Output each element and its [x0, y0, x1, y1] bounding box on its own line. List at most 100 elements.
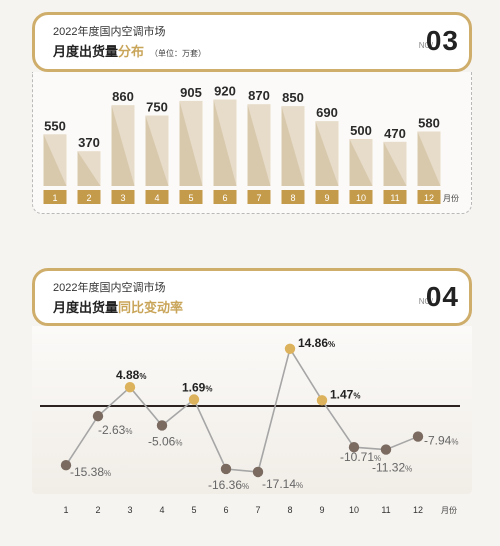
- x-tick-label: 4: [159, 505, 164, 515]
- x-tick-label: 7: [255, 505, 260, 515]
- bar-shade: [383, 141, 407, 186]
- x-tick-label: 6: [223, 505, 228, 515]
- category-tab: [281, 190, 305, 204]
- data-point: [60, 460, 72, 471]
- bar-value-label: 920: [214, 84, 236, 99]
- panel1-title: 月度出货量分布 （单位：万套）: [53, 41, 206, 60]
- data-label-value: 4.88: [116, 368, 140, 382]
- category-label: 5: [188, 193, 193, 203]
- category-tab: [383, 190, 407, 204]
- x-tick-label: 8: [287, 505, 292, 515]
- data-label: -2.63%: [98, 423, 132, 437]
- panel2-no-label: NO/: [418, 297, 433, 306]
- data-point: [316, 395, 328, 406]
- panel1-no-label: NO/: [418, 41, 433, 50]
- data-label-value: -17.14: [262, 477, 296, 491]
- bar-shade: [77, 151, 101, 186]
- category-label: 3: [120, 193, 125, 203]
- bar-shade: [315, 121, 339, 186]
- data-label-unit: %: [125, 427, 132, 436]
- data-label-value: -5.06: [148, 434, 176, 448]
- data-label: -11.32%: [372, 461, 412, 475]
- bar-value-label: 370: [78, 135, 100, 150]
- bar-value-label: 580: [418, 115, 440, 130]
- x-tick-label: 9: [319, 505, 324, 515]
- data-point: [348, 442, 360, 453]
- bar-shade: [179, 100, 203, 186]
- category-tab: [145, 190, 169, 204]
- x-tick-label: 11: [381, 505, 390, 515]
- data-label: -17.14%: [262, 477, 303, 491]
- data-label: 4.88%: [116, 368, 146, 382]
- category-label: 12: [424, 193, 434, 203]
- bar-value-label: 870: [248, 88, 270, 103]
- data-label-unit: %: [296, 481, 303, 490]
- data-label-value: -15.38: [70, 465, 104, 479]
- category-label: 8: [290, 193, 295, 203]
- data-label: -15.38%: [70, 465, 111, 479]
- category-label: 6: [222, 193, 227, 203]
- data-label-value: -10.71: [340, 450, 374, 464]
- bar-value-label: 470: [384, 126, 406, 141]
- data-label-unit: %: [328, 340, 335, 349]
- x-tick-label: 1: [63, 505, 68, 515]
- data-point: [92, 410, 104, 422]
- x-axis-label: 月份: [441, 505, 457, 515]
- data-label-unit: %: [451, 438, 458, 447]
- category-label: 10: [356, 193, 366, 203]
- category-label: 2: [86, 193, 91, 203]
- data-label: -10.71%: [340, 450, 381, 464]
- panel1-no-value: 03: [425, 25, 459, 56]
- x-tick-label: 5: [191, 505, 196, 515]
- category-tab: [247, 190, 271, 204]
- data-label: -16.36%: [208, 478, 249, 492]
- bar-value-label: 905: [180, 85, 202, 100]
- data-label-unit: %: [139, 372, 146, 381]
- data-label-unit: %: [242, 482, 249, 491]
- x-tick-label: 3: [127, 505, 132, 515]
- data-label: -5.06%: [148, 434, 182, 448]
- panel1-title-unit: （单位：万套）: [150, 49, 207, 58]
- x-axis-label: 月份: [443, 193, 459, 203]
- data-label-unit: %: [353, 391, 360, 400]
- bar-shade: [247, 104, 271, 186]
- category-tab: [417, 190, 441, 204]
- panel2-no-value: 04: [425, 281, 459, 312]
- category-label: 9: [324, 193, 329, 203]
- data-point: [412, 431, 424, 442]
- category-tab: [213, 190, 237, 204]
- bar-value-label: 860: [112, 89, 134, 104]
- data-label-unit: %: [104, 469, 111, 478]
- panel2-subtitle: 2022年度国内空调市场: [53, 282, 166, 294]
- category-tab: [43, 190, 67, 204]
- bar-value-label: 850: [282, 90, 304, 105]
- data-point: [252, 466, 264, 478]
- series-line: [65, 346, 419, 473]
- category-label: 7: [256, 193, 261, 203]
- category-tab: [179, 190, 203, 204]
- bar-shade: [145, 115, 169, 186]
- bar-shade: [111, 105, 135, 186]
- category-label: 11: [390, 193, 399, 203]
- bar-shade: [349, 139, 373, 186]
- bar-shade: [417, 131, 441, 186]
- bar-shade: [213, 99, 237, 186]
- data-label-value: 1.69: [182, 380, 206, 394]
- bar-value-label: 750: [146, 100, 168, 115]
- data-point: [156, 420, 168, 431]
- data-point: [124, 382, 136, 393]
- data-label-value: -11.32: [372, 461, 405, 475]
- data-point: [220, 463, 232, 475]
- panel1-title-main: 月度出货量: [53, 44, 119, 59]
- category-label: 1: [52, 193, 57, 203]
- category-tab: [111, 190, 135, 204]
- data-label-value: -7.94: [424, 434, 452, 448]
- data-label-unit: %: [405, 465, 412, 474]
- data-label-value: 14.86: [298, 336, 328, 350]
- panel2-title-accent: 同比变动率: [118, 300, 184, 315]
- data-label: 1.69%: [182, 380, 212, 394]
- data-label-value: -16.36: [208, 478, 242, 492]
- bar-shade: [281, 106, 305, 186]
- category-label: 4: [154, 193, 159, 203]
- data-label-value: 1.47: [330, 387, 354, 401]
